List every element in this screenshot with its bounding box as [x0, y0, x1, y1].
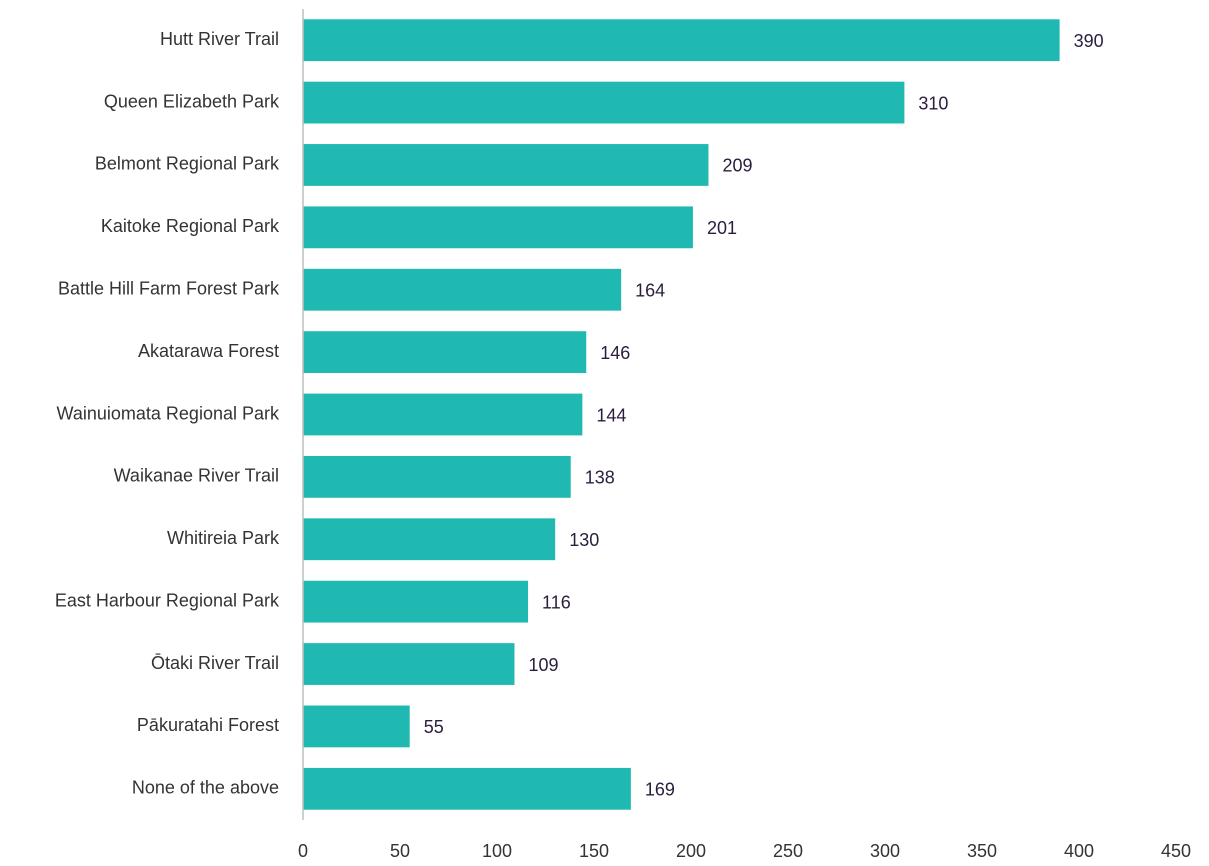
y-tick-label: Pākuratahi Forest	[137, 715, 279, 735]
bar	[303, 643, 515, 685]
x-tick-label: 50	[390, 841, 410, 861]
y-tick-label: Kaitoke Regional Park	[101, 216, 280, 236]
bar	[303, 705, 410, 748]
x-tick-label: 350	[967, 841, 997, 861]
x-tick-label: 200	[676, 841, 706, 861]
y-tick-label: Queen Elizabeth Park	[104, 91, 280, 111]
bar	[303, 19, 1060, 62]
y-tick-label: Waikanae River Trail	[114, 466, 279, 486]
bar	[303, 81, 905, 124]
value-label: 169	[645, 780, 675, 800]
value-label: 109	[528, 655, 558, 675]
x-tick-label: 100	[482, 841, 512, 861]
bar	[303, 393, 583, 436]
y-tick-label: Hutt River Trail	[160, 29, 279, 49]
y-tick-label: East Harbour Regional Park	[55, 590, 280, 610]
value-label: 209	[722, 156, 752, 176]
value-label: 146	[600, 343, 630, 363]
y-tick-label: Ōtaki River Trail	[151, 653, 279, 673]
y-tick-label: Wainuiomata Regional Park	[57, 403, 280, 423]
value-label: 130	[569, 530, 599, 550]
value-label: 144	[596, 405, 626, 425]
value-label: 55	[424, 717, 444, 737]
y-tick-label: Whitireia Park	[167, 528, 280, 548]
bar	[303, 455, 571, 498]
bar	[303, 331, 587, 374]
x-tick-label: 150	[579, 841, 609, 861]
bar	[303, 144, 709, 186]
y-tick-label: None of the above	[132, 778, 279, 798]
bar	[303, 767, 631, 810]
x-tick-label: 0	[298, 841, 308, 861]
bar	[303, 580, 529, 623]
y-tick-label: Belmont Regional Park	[95, 154, 280, 174]
value-label: 138	[585, 468, 615, 488]
bar	[303, 268, 622, 311]
value-label: 116	[542, 592, 571, 612]
bar	[303, 206, 693, 249]
bar	[303, 518, 556, 561]
value-label: 310	[918, 93, 948, 113]
y-tick-label: Akatarawa Forest	[138, 341, 279, 361]
value-label: 164	[635, 280, 665, 300]
x-tick-label: 400	[1064, 841, 1094, 861]
value-label: 390	[1074, 31, 1104, 51]
x-tick-label: 250	[773, 841, 803, 861]
x-tick-label: 300	[870, 841, 900, 861]
y-tick-label: Battle Hill Farm Forest Park	[58, 278, 280, 298]
value-label: 201	[707, 218, 737, 238]
x-tick-label: 450	[1161, 841, 1191, 861]
